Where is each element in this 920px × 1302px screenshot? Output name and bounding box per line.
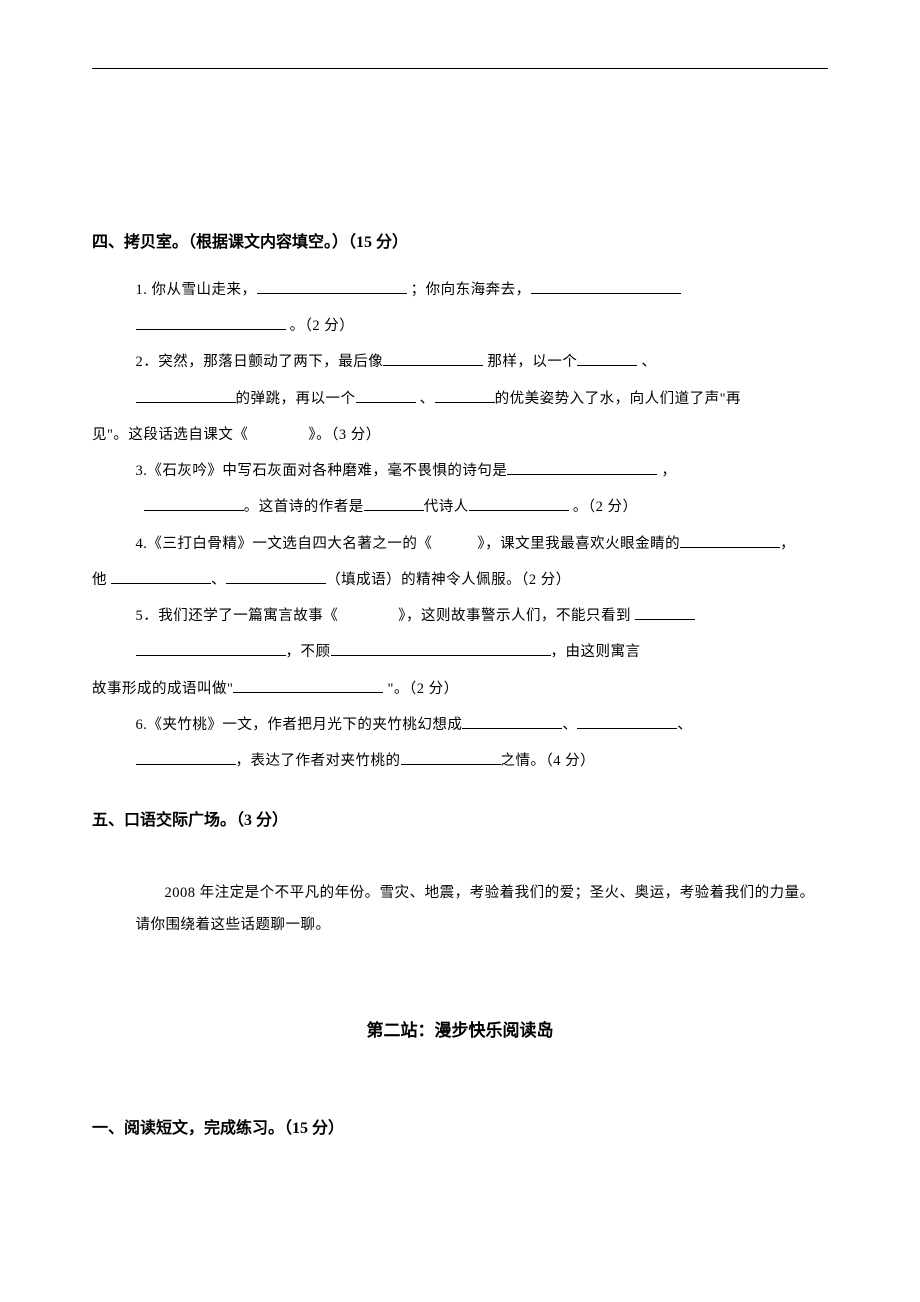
gap [92, 942, 828, 998]
q3-text-e: 。（2 分） [569, 499, 638, 515]
blank [136, 642, 286, 657]
q5-text-c: ，由这则寓言 [551, 644, 641, 660]
blank [462, 714, 562, 729]
q2-text-g: 见"。这段话选自课文《 》。（3 分） [92, 427, 381, 443]
q3-text-a: 3.《石灰吟》中写石灰面对各种磨难，毫不畏惧的诗句是 [136, 463, 508, 479]
q6-text-e: 之情。（4 分） [501, 753, 596, 769]
q5-text-b: ，不顾 [286, 644, 331, 660]
q6-text-b: 、 [562, 717, 577, 733]
q5-text-d: 故事形成的成语叫做" [92, 681, 233, 697]
blank [356, 388, 416, 403]
gap [92, 1059, 828, 1115]
blank [577, 714, 677, 729]
reading-1-heading: 一、阅读短文，完成练习。（15 分） [92, 1115, 828, 1144]
q5-text-e: "。（2 分） [383, 681, 458, 697]
section-4-heading: 四、拷贝室。（根据课文内容填空。）（15 分） [92, 229, 828, 258]
blank [136, 751, 236, 766]
q2-text-a: 2．突然，那落日颤动了两下，最后像 [136, 354, 384, 370]
q5-text-a: 5．我们还学了一篇寓言故事《 》，这则故事警示人们，不能只看到 [136, 608, 636, 624]
question-3-line2: 。这首诗的作者是 代诗人 。（2 分） [92, 489, 828, 525]
question-6-line1: 6.《夹竹桃》一文，作者把月光下的夹竹桃幻想成 、 、 [92, 707, 828, 743]
question-5-line3: 故事形成的成语叫做" "。（2 分） [92, 671, 828, 707]
gap [92, 850, 828, 878]
section-5-heading: 五、口语交际广场。（3 分） [92, 807, 828, 836]
question-1-line1: 1. 你从雪山走来， ；你向东海奔去， [92, 272, 828, 308]
gap [92, 779, 828, 807]
question-2-line1: 2．突然，那落日颤动了两下，最后像 那样，以一个 、 [92, 344, 828, 380]
blank [226, 569, 326, 584]
blank [144, 497, 244, 512]
q1-text-b: ；你向东海奔去， [407, 282, 531, 298]
blank [435, 388, 495, 403]
q1-text-a: 1. 你从雪山走来， [136, 282, 257, 298]
q2-text-d: 的弹跳，再以一个 [236, 391, 356, 407]
question-3-line1: 3.《石灰吟》中写石灰面对各种磨难，毫不畏惧的诗句是 ， [92, 453, 828, 489]
question-2-line3: 见"。这段话选自课文《 》。（3 分） [92, 417, 828, 453]
blank [577, 352, 637, 367]
question-5-line1: 5．我们还学了一篇寓言故事《 》，这则故事警示人们，不能只看到 [92, 598, 828, 634]
q4-text-e: （填成语）的精神令人佩服。（2 分） [326, 572, 571, 588]
q3-text-d: 代诗人 [424, 499, 469, 515]
question-6-line2: ，表达了作者对夹竹桃的 之情。（4 分） [92, 743, 828, 779]
question-5-line2: ，不顾 ，由这则寓言 [92, 634, 828, 670]
blank [507, 461, 657, 476]
section-5-paragraph: 2008 年注定是个不平凡的年份。雪灾、地震，考验着我们的爱；圣火、奥运，考验着… [92, 878, 828, 942]
q6-text-a: 6.《夹竹桃》一文，作者把月光下的夹竹桃幻想成 [136, 717, 463, 733]
q4-text-d: 、 [211, 572, 226, 588]
q2-text-c: 、 [637, 354, 656, 370]
station-2-heading: 第二站：漫步快乐阅读岛 [92, 1016, 828, 1041]
blank [257, 279, 407, 294]
q3-text-c: 。这首诗的作者是 [244, 499, 364, 515]
blank [401, 751, 501, 766]
q6-text-d: ，表达了作者对夹竹桃的 [236, 753, 401, 769]
blank [136, 388, 236, 403]
blank [233, 678, 383, 693]
blank [635, 606, 695, 621]
q4-text-c: 他 [92, 572, 111, 588]
blank [383, 352, 483, 367]
document-page: 四、拷贝室。（根据课文内容填空。）（15 分） 1. 你从雪山走来， ；你向东海… [0, 0, 920, 1198]
question-2-line2: 的弹跳，再以一个 、 的优美姿势入了水，向人们道了声"再 [92, 381, 828, 417]
question-1-line2: 。（2 分） [92, 308, 828, 344]
top-divider [92, 68, 828, 69]
blank [469, 497, 569, 512]
question-4-line1: 4.《三打白骨精》一文选自四大名著之一的《 》，课文里我最喜欢火眼金睛的 ， [92, 526, 828, 562]
blank [111, 569, 211, 584]
q2-text-e: 、 [416, 391, 435, 407]
blank [531, 279, 681, 294]
q3-text-b: ， [657, 463, 676, 479]
blank [136, 316, 286, 331]
q1-text-c: 。（2 分） [286, 318, 355, 334]
blank [680, 533, 780, 548]
q4-text-b: ， [780, 536, 795, 552]
q6-text-c: 、 [677, 717, 692, 733]
question-4-line2: 他 、 （填成语）的精神令人佩服。（2 分） [92, 562, 828, 598]
q2-text-f: 的优美姿势入了水，向人们道了声"再 [495, 391, 741, 407]
q2-text-b: 那样，以一个 [483, 354, 577, 370]
q4-text-a: 4.《三打白骨精》一文选自四大名著之一的《 》，课文里我最喜欢火眼金睛的 [136, 536, 681, 552]
blank [364, 497, 424, 512]
blank [331, 642, 551, 657]
